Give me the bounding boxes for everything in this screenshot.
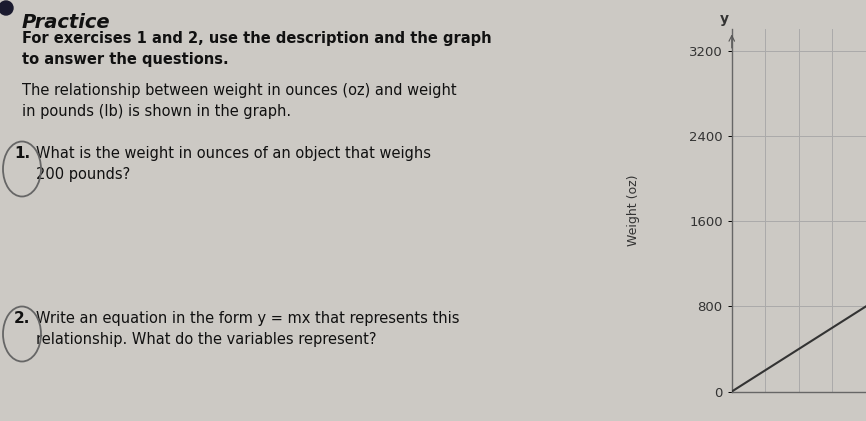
Text: 2.: 2. <box>14 311 30 326</box>
Text: Practice: Practice <box>22 13 111 32</box>
Text: For exercises 1 and 2, use the description and the graph
to answer the questions: For exercises 1 and 2, use the descripti… <box>22 31 492 67</box>
Circle shape <box>0 1 13 15</box>
Text: y: y <box>721 12 729 26</box>
Text: What is the weight in ounces of an object that weighs
200 pounds?: What is the weight in ounces of an objec… <box>36 146 431 182</box>
Text: The relationship between weight in ounces (oz) and weight
in pounds (lb) is show: The relationship between weight in ounce… <box>22 83 456 119</box>
Y-axis label: Weight (oz): Weight (oz) <box>627 175 640 246</box>
Text: Write an equation in the form y = mx that represents this
relationship. What do : Write an equation in the form y = mx tha… <box>36 311 460 347</box>
Text: 1.: 1. <box>14 146 30 161</box>
